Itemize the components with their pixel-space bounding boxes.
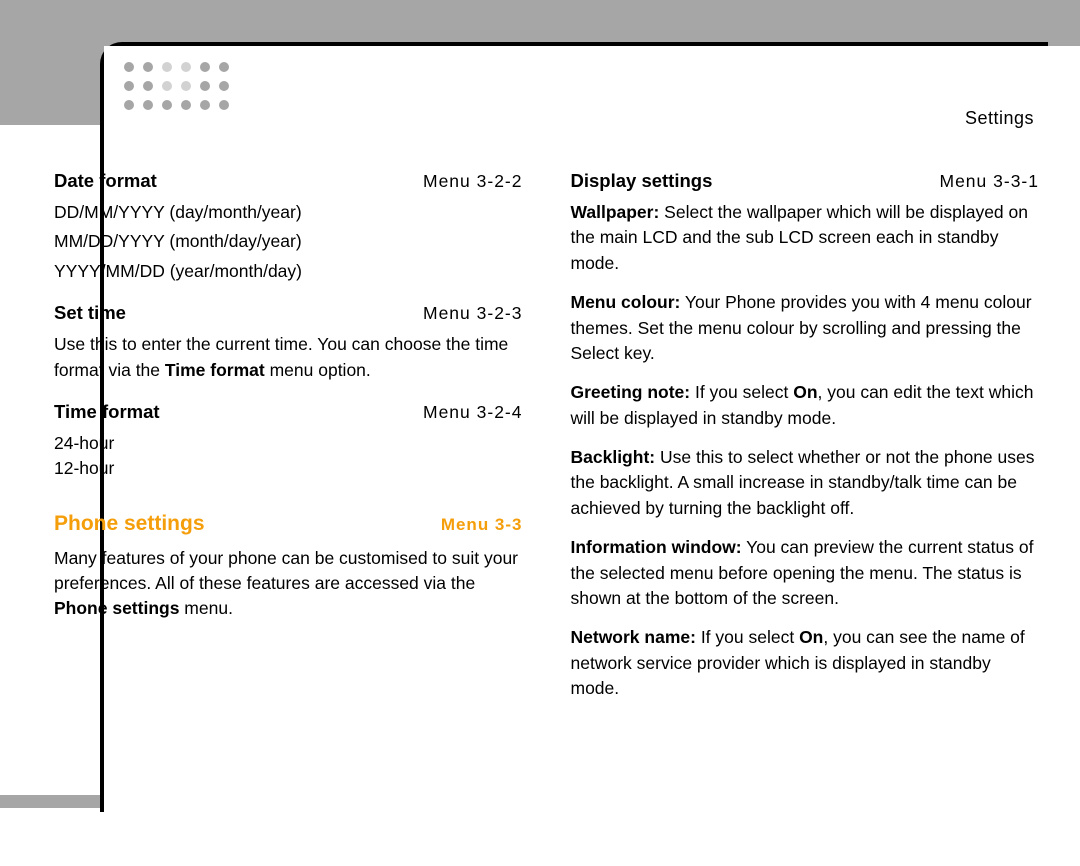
decorative-dot — [124, 100, 134, 110]
phone-settings-body-bold: Phone settings — [54, 598, 179, 618]
network-name-on: On — [799, 627, 823, 647]
time-format-title: Time format — [54, 401, 160, 423]
decorative-dot — [162, 62, 172, 72]
decorative-dot — [143, 62, 153, 72]
greeting-pre: If you select — [690, 382, 793, 402]
network-name-para: Network name: If you select On, you can … — [571, 625, 1040, 701]
decorative-dot — [124, 81, 134, 91]
date-format-option: DD/MM/YYYY (day/month/year) — [54, 200, 523, 225]
phone-settings-menu: Menu 3-3 — [441, 515, 523, 535]
content-area: Date format Menu 3-2-2 DD/MM/YYYY (day/m… — [54, 170, 1039, 705]
page-number: 45 — [1030, 795, 1044, 810]
header-section-label: Settings — [965, 108, 1034, 129]
decorative-dot — [181, 62, 191, 72]
date-format-menu: Menu 3-2-2 — [423, 171, 523, 192]
time-format-option: 24-hour — [54, 431, 523, 456]
display-settings-heading: Display settings Menu 3-3-1 — [571, 170, 1040, 192]
display-settings-menu: Menu 3-3-1 — [940, 171, 1040, 192]
decorative-dot — [181, 100, 191, 110]
backlight-label: Backlight: — [571, 447, 656, 467]
decorative-dot — [200, 62, 210, 72]
decorative-dot — [162, 81, 172, 91]
decorative-dot — [162, 100, 172, 110]
left-column: Date format Menu 3-2-2 DD/MM/YYYY (day/m… — [54, 170, 523, 705]
wallpaper-para: Wallpaper: Select the wallpaper which wi… — [571, 200, 1040, 276]
network-name-pre: If you select — [696, 627, 799, 647]
display-settings-title: Display settings — [571, 170, 713, 192]
phone-settings-body-post: menu. — [179, 598, 233, 618]
date-format-option: MM/DD/YYYY (month/day/year) — [54, 229, 523, 254]
decorative-dot — [200, 100, 210, 110]
date-format-title: Date format — [54, 170, 157, 192]
decorative-dot — [181, 81, 191, 91]
phone-settings-body: Many features of your phone can be custo… — [54, 546, 523, 622]
decorative-dot — [219, 62, 229, 72]
greeting-label: Greeting note: — [571, 382, 691, 402]
phone-settings-body-pre: Many features of your phone can be custo… — [54, 548, 518, 593]
phone-settings-heading: Phone settings Menu 3-3 — [54, 512, 523, 536]
menu-colour-para: Menu colour: Your Phone provides you wit… — [571, 290, 1040, 366]
right-column: Display settings Menu 3-3-1 Wallpaper: S… — [571, 170, 1040, 705]
set-time-body: Use this to enter the current time. You … — [54, 332, 523, 383]
info-window-para: Information window: You can preview the … — [571, 535, 1040, 611]
info-window-label: Information window: — [571, 537, 742, 557]
decorative-dot — [219, 100, 229, 110]
backlight-para: Backlight: Use this to select whether or… — [571, 445, 1040, 521]
wallpaper-label: Wallpaper: — [571, 202, 660, 222]
greeting-on: On — [793, 382, 817, 402]
menu-colour-label: Menu colour: — [571, 292, 681, 312]
time-format-menu: Menu 3-2-4 — [423, 402, 523, 423]
date-format-heading: Date format Menu 3-2-2 — [54, 170, 523, 192]
date-format-option: YYYY/MM/DD (year/month/day) — [54, 259, 523, 284]
time-format-heading: Time format Menu 3-2-4 — [54, 401, 523, 423]
set-time-body-post: menu option. — [265, 360, 371, 380]
set-time-heading: Set time Menu 3-2-3 — [54, 302, 523, 324]
decorative-dot — [200, 81, 210, 91]
network-name-label: Network name: — [571, 627, 696, 647]
decorative-dot — [124, 62, 134, 72]
greeting-para: Greeting note: If you select On, you can… — [571, 380, 1040, 431]
decorative-dot — [143, 100, 153, 110]
set-time-menu: Menu 3-2-3 — [423, 303, 523, 324]
set-time-title: Set time — [54, 302, 126, 324]
decorative-dot-grid — [124, 62, 233, 114]
decorative-dot — [219, 81, 229, 91]
phone-settings-title: Phone settings — [54, 512, 205, 536]
decorative-dot — [143, 81, 153, 91]
time-format-option: 12-hour — [54, 456, 523, 481]
set-time-body-bold: Time format — [165, 360, 265, 380]
